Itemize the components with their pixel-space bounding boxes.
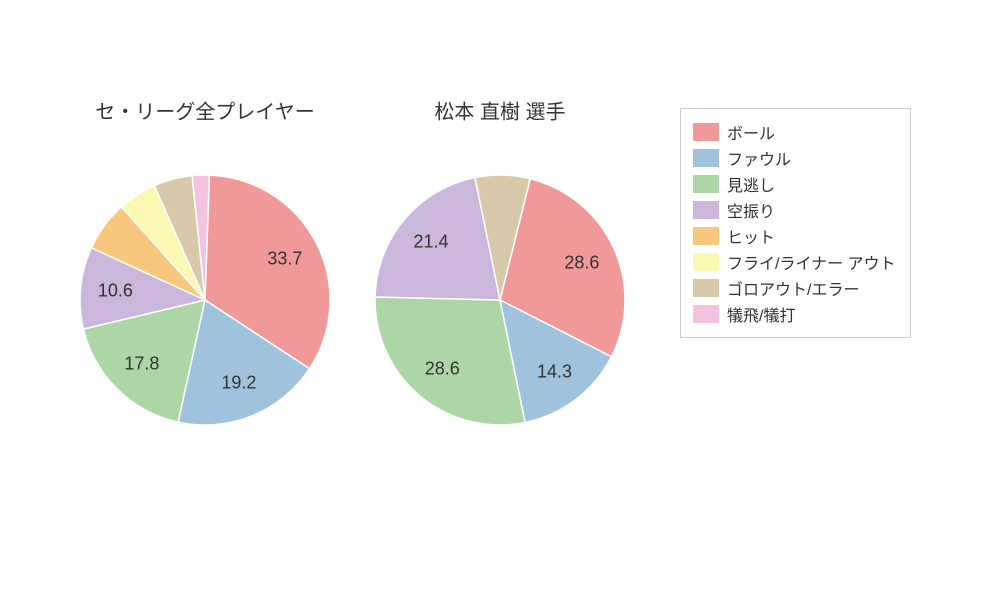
legend-item-looking: 見逃し — [693, 171, 896, 197]
legend-swatch-swing_miss — [693, 201, 719, 219]
slice-label-player-foul: 14.3 — [537, 361, 572, 382]
legend-swatch-sac — [693, 305, 719, 323]
slice-label-player-looking: 28.6 — [425, 359, 460, 380]
legend-item-hit: ヒット — [693, 223, 896, 249]
legend-item-sac: 犠飛/犠打 — [693, 301, 896, 327]
legend-item-fly_out: フライ/ライナー アウト — [693, 249, 896, 275]
pie-player — [373, 173, 627, 427]
slice-label-league-swing_miss: 10.6 — [98, 281, 133, 302]
legend-swatch-fly_out — [693, 253, 719, 271]
legend-swatch-ground_out — [693, 279, 719, 297]
slice-label-league-foul: 19.2 — [221, 373, 256, 394]
legend-label-looking: 見逃し — [727, 172, 775, 196]
slice-label-league-looking: 17.8 — [124, 354, 159, 375]
slice-label-player-swing_miss: 21.4 — [413, 232, 448, 253]
legend-swatch-ball — [693, 123, 719, 141]
legend-item-swing_miss: 空振り — [693, 197, 896, 223]
legend-label-sac: 犠飛/犠打 — [727, 302, 795, 326]
chart-container: セ・リーグ全プレイヤー 33.7 19.2 17.8 10.6 松本 直樹 選手 28.6 1… — [0, 0, 1000, 600]
legend-swatch-hit — [693, 227, 719, 245]
legend: ボールファウル見逃し空振りヒットフライ/ライナー アウトゴロアウト/エラー犠飛/… — [680, 108, 911, 338]
legend-label-hit: ヒット — [727, 224, 775, 248]
chart-title-player: 松本 直樹 選手 — [434, 96, 565, 125]
legend-item-foul: ファウル — [693, 145, 896, 171]
slice-label-league-ball: 33.7 — [267, 248, 302, 269]
legend-swatch-foul — [693, 149, 719, 167]
legend-label-foul: ファウル — [727, 146, 791, 170]
legend-label-fly_out: フライ/ライナー アウト — [727, 250, 896, 274]
legend-label-swing_miss: 空振り — [727, 198, 775, 222]
legend-item-ground_out: ゴロアウト/エラー — [693, 275, 896, 301]
legend-swatch-looking — [693, 175, 719, 193]
slice-label-player-ball: 28.6 — [564, 252, 599, 273]
chart-title-league: セ・リーグ全プレイヤー — [95, 96, 314, 125]
legend-label-ground_out: ゴロアウト/エラー — [727, 276, 859, 300]
legend-item-ball: ボール — [693, 119, 896, 145]
legend-label-ball: ボール — [727, 120, 775, 144]
